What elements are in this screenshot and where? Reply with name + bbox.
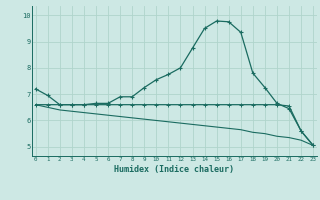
X-axis label: Humidex (Indice chaleur): Humidex (Indice chaleur) [115,165,234,174]
